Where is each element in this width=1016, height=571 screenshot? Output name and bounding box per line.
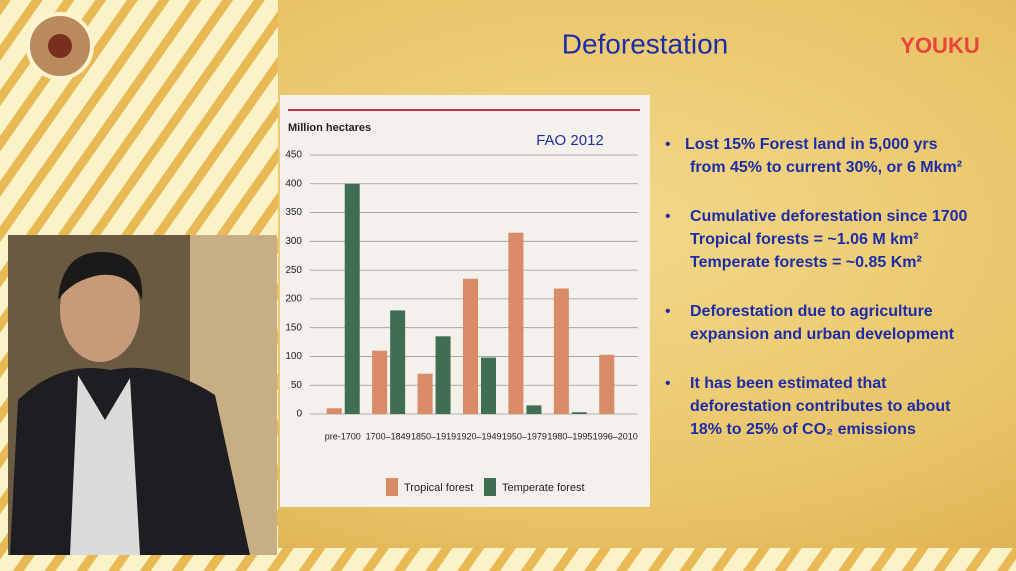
y-tick-label: 50 <box>291 380 303 391</box>
speaker-hair <box>58 251 143 300</box>
bar <box>372 350 388 414</box>
bullet-text: from 45% to current 30%, or 6 Mkm² <box>690 159 962 176</box>
speaker-head <box>60 258 140 362</box>
x-tick-label: 1850–1919 <box>411 431 456 441</box>
bar <box>435 336 451 414</box>
y-tick-label: 400 <box>285 178 302 189</box>
speaker-shirt <box>70 375 140 555</box>
speaker-video <box>8 235 277 555</box>
bar <box>417 373 433 414</box>
bullet-dot: • <box>665 375 671 392</box>
legend-swatch <box>484 478 496 496</box>
y-tick-label: 150 <box>285 322 302 333</box>
y-tick-label: 300 <box>285 236 302 247</box>
logo-heart <box>48 34 72 58</box>
bullet-text: deforestation contributes to about <box>690 398 951 415</box>
watermark: YOUKU <box>900 33 979 58</box>
bullet-text: Deforestation due to agriculture <box>690 303 933 320</box>
bar <box>571 412 587 414</box>
bar <box>390 310 406 414</box>
y-tick-label: 450 <box>285 150 302 161</box>
x-tick-label: 1920–1949 <box>456 431 501 441</box>
bar <box>599 354 615 414</box>
y-tick-label: 100 <box>285 351 302 362</box>
bar <box>553 288 569 414</box>
bullet-dot: • <box>665 136 671 153</box>
x-tick-label: 1700–1849 <box>366 431 411 441</box>
bullet-text: Tropical forests = ~1.06 M km² <box>690 231 919 248</box>
y-tick-label: 250 <box>285 265 302 276</box>
y-tick-label: 200 <box>285 294 302 305</box>
bar <box>481 357 496 414</box>
bullet-dot: • <box>665 208 671 225</box>
bullet-text: Lost 15% Forest land in 5,000 yrs <box>685 136 938 153</box>
bullet-text: Temperate forests = ~0.85 Km² <box>690 254 922 271</box>
x-tick-label: 1980–1995 <box>547 431 592 441</box>
legend-label: Tropical forest <box>404 482 473 494</box>
bar <box>526 405 542 414</box>
y-tick-label: 350 <box>285 207 302 218</box>
chart-annotation: FAO 2012 <box>536 132 604 149</box>
bar <box>508 232 524 414</box>
bullet-text: expansion and urban development <box>690 326 955 343</box>
legend-swatch <box>386 478 398 496</box>
x-tick-label: pre-1700 <box>325 431 361 441</box>
slide-title: Deforestation <box>562 28 729 59</box>
bullet-dot: • <box>665 303 671 320</box>
y-tick-label: 0 <box>296 409 302 420</box>
bar <box>344 183 360 414</box>
bar <box>463 278 478 414</box>
x-tick-label: 1950–1979 <box>502 431 547 441</box>
bullet-text: 18% to 25% of CO₂ emissions <box>690 421 916 438</box>
bullet-text: Cumulative deforestation since 1700 <box>690 208 968 225</box>
x-tick-label: 1996–2010 <box>593 431 638 441</box>
bullet-text: It has been estimated that <box>690 375 887 392</box>
legend-label: Temperate forest <box>502 482 585 494</box>
y-axis-label: Million hectares <box>288 122 371 134</box>
bar <box>326 408 342 414</box>
